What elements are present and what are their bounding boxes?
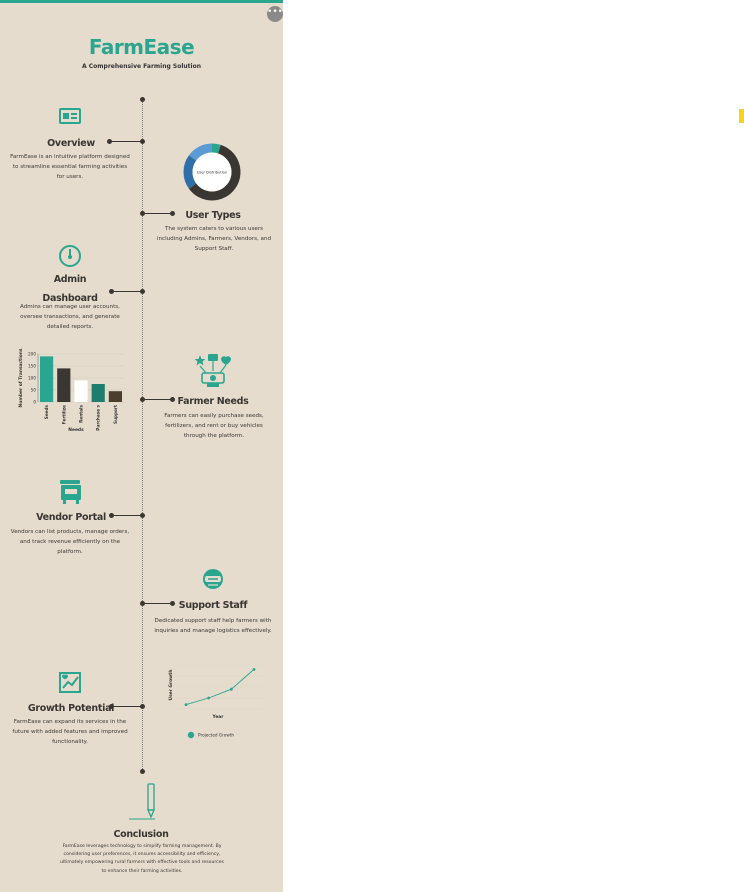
- monitor-icon: [59, 108, 81, 124]
- support-icon: [203, 569, 223, 589]
- page-subtitle: A Comprehensive Farming Solution: [82, 63, 201, 70]
- connector-end-support: [170, 601, 175, 606]
- bar-xtick-label: Support: [113, 405, 118, 424]
- user-types-text: The system caters to various users inclu…: [156, 226, 272, 252]
- donut-slice-1: [188, 144, 241, 201]
- vendor-icon: [60, 480, 81, 504]
- farmer-needs-icon: [194, 354, 231, 387]
- connector-admin: [112, 291, 142, 292]
- line-series-projected-growth: [185, 669, 255, 706]
- timeline-node-overview: [140, 139, 145, 144]
- user-distribution-donut-chart: User Distribution: [183, 143, 241, 201]
- timeline-node-growth: [140, 704, 145, 709]
- conclusion-heading: Conclusion: [113, 829, 169, 840]
- gauge-icon: [59, 245, 81, 267]
- legend-swatch-projected-growth: [187, 731, 195, 739]
- growth-line-chart: User Growth Year Projected Growth: [168, 664, 263, 739]
- donut-slice-0: [211, 143, 221, 154]
- more-options-icon[interactable]: •••: [267, 6, 283, 22]
- connector-overview: [110, 141, 142, 142]
- connector-support: [142, 603, 172, 604]
- admin-heading-line2: Dashboard: [42, 293, 98, 304]
- bar-xtick-label: Rentals: [79, 405, 84, 423]
- overview-heading: Overview: [47, 138, 95, 149]
- line-point-2: [229, 687, 233, 691]
- transactions-bar-chart: 0 50 100 150 200 Seeds Fertilize Rentals Purchas…: [18, 348, 124, 433]
- connector-user-types: [142, 213, 172, 214]
- bar-rentals: [74, 380, 88, 402]
- vendor-text: Vendors can list products, manage orders…: [10, 529, 130, 555]
- line-point-1: [207, 696, 211, 700]
- bar-seeds: [40, 356, 54, 402]
- growth-text: FarmEase can expand its services in the …: [12, 719, 128, 745]
- bar-xtick-label: Purchase s: [96, 404, 101, 430]
- connector-end-growth: [109, 704, 114, 709]
- farmer-needs-heading: Farmer Needs: [177, 396, 249, 407]
- support-heading: Support Staff: [178, 600, 248, 611]
- bar-ylabel: Number of Transactions: [18, 348, 24, 407]
- connector-end-admin: [109, 289, 114, 294]
- donut-slice-3: [188, 143, 213, 161]
- pencil-icon: [129, 783, 155, 820]
- admin-text: Admins can manage user accounts, oversee…: [20, 304, 120, 330]
- conclusion-text: FarmEase leverages technology to simplif…: [60, 844, 224, 874]
- admin-heading-line1: Admin: [53, 274, 87, 285]
- support-text: Dedicated support staff help farmers wit…: [154, 618, 272, 634]
- user-types-heading: User Types: [185, 210, 241, 221]
- timeline-node-admin: [140, 289, 145, 294]
- donut-hole: [192, 152, 232, 192]
- connector-end-user-types: [170, 211, 175, 216]
- bar-ytick-label: 0: [33, 400, 36, 405]
- bar-purchases: [91, 384, 105, 402]
- timeline-spine: [142, 99, 143, 771]
- growth-heading: Growth Potential: [27, 703, 115, 714]
- timeline-node-top: [140, 97, 145, 102]
- donut-title: User Distribution: [197, 171, 227, 175]
- donut-slice-2: [183, 155, 197, 189]
- bar-fertilizers: [57, 368, 71, 402]
- bar-ytick-label: 100: [28, 376, 36, 381]
- timeline-node-bottom: [140, 769, 145, 774]
- page-title: FarmEase: [88, 35, 195, 59]
- timeline-node-vendor: [140, 513, 145, 518]
- connector-end-overview: [107, 139, 112, 144]
- connector-vendor: [112, 515, 142, 516]
- accent-marker: [739, 109, 744, 123]
- connector-growth: [112, 706, 142, 707]
- line-ylabel: User Growth: [168, 670, 174, 701]
- infographic-panel: ••• FarmEase A Comprehensive Farming Sol…: [0, 0, 283, 892]
- growth-icon: [59, 672, 81, 693]
- vendor-heading: Vendor Portal: [36, 512, 106, 523]
- bar-ytick-label: 200: [28, 352, 36, 357]
- connector-end-vendor: [109, 513, 114, 518]
- farmer-needs-text: Farmers can easily purchase seeds, ferti…: [164, 413, 264, 439]
- bar-ytick-label: 50: [31, 388, 37, 393]
- bar-xlabel: Needs: [68, 427, 84, 433]
- bar-xtick-label: Fertilize: [61, 405, 66, 424]
- bar-support: [108, 391, 122, 402]
- bar-ytick-label: 150: [28, 364, 36, 369]
- legend-label-projected-growth: Projected Growth: [198, 733, 234, 738]
- connector-end-farmer: [170, 397, 175, 402]
- connector-farmer: [142, 399, 172, 400]
- line-point-3: [252, 668, 256, 671]
- bar-xtick-label: Seeds: [44, 404, 49, 419]
- line-point-0: [184, 703, 188, 706]
- line-xlabel: Year: [212, 714, 225, 720]
- overview-text: FarmEase is an intuitive platform design…: [10, 154, 130, 180]
